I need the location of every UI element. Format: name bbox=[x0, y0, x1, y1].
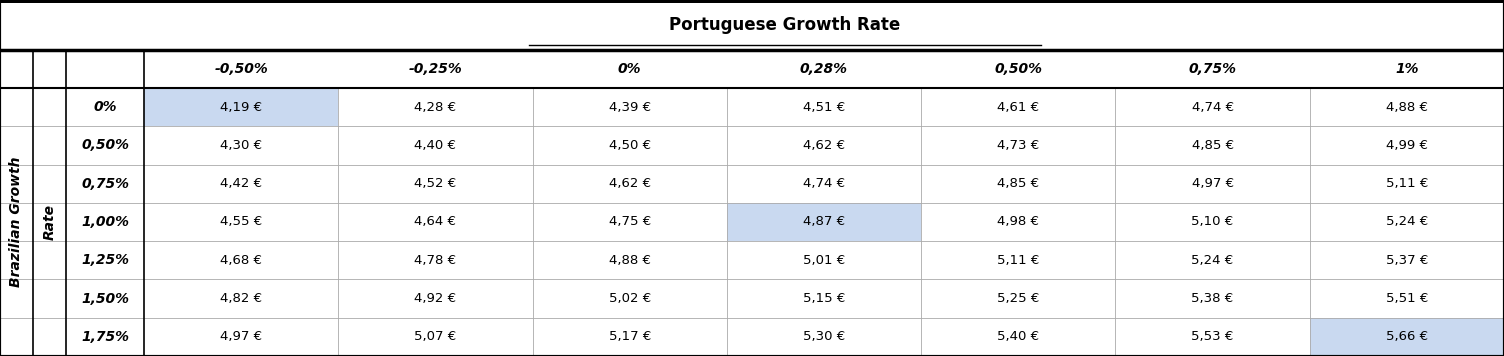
Text: -0,50%: -0,50% bbox=[214, 62, 268, 76]
Text: 5,07 €: 5,07 € bbox=[414, 330, 457, 343]
Text: 4,87 €: 4,87 € bbox=[803, 215, 845, 229]
Text: 4,64 €: 4,64 € bbox=[415, 215, 456, 229]
Text: 0,75%: 0,75% bbox=[81, 177, 129, 191]
Text: 4,97 €: 4,97 € bbox=[220, 330, 262, 343]
Text: 0,28%: 0,28% bbox=[800, 62, 848, 76]
Text: 4,74 €: 4,74 € bbox=[1191, 101, 1233, 114]
Text: Rate: Rate bbox=[42, 204, 57, 240]
Text: 4,68 €: 4,68 € bbox=[220, 254, 262, 267]
Text: 4,74 €: 4,74 € bbox=[803, 177, 845, 190]
Text: 5,02 €: 5,02 € bbox=[609, 292, 651, 305]
Text: 4,82 €: 4,82 € bbox=[220, 292, 262, 305]
Text: 1,25%: 1,25% bbox=[81, 253, 129, 267]
Text: 4,78 €: 4,78 € bbox=[415, 254, 457, 267]
Text: 5,15 €: 5,15 € bbox=[803, 292, 845, 305]
Text: 4,62 €: 4,62 € bbox=[609, 177, 651, 190]
Text: 4,88 €: 4,88 € bbox=[609, 254, 651, 267]
Text: 1,75%: 1,75% bbox=[81, 330, 129, 344]
Text: 1%: 1% bbox=[1396, 62, 1418, 76]
Text: 4,52 €: 4,52 € bbox=[414, 177, 457, 190]
Text: 5,30 €: 5,30 € bbox=[803, 330, 845, 343]
Text: 0,75%: 0,75% bbox=[1188, 62, 1236, 76]
Text: 4,39 €: 4,39 € bbox=[609, 101, 651, 114]
Text: 4,42 €: 4,42 € bbox=[220, 177, 262, 190]
Text: Portuguese Growth Rate: Portuguese Growth Rate bbox=[669, 16, 901, 34]
Text: 4,85 €: 4,85 € bbox=[1191, 139, 1233, 152]
Text: 5,17 €: 5,17 € bbox=[609, 330, 651, 343]
Text: 4,19 €: 4,19 € bbox=[220, 101, 262, 114]
Text: 5,38 €: 5,38 € bbox=[1191, 292, 1233, 305]
Text: 4,73 €: 4,73 € bbox=[997, 139, 1039, 152]
Text: 5,37 €: 5,37 € bbox=[1385, 254, 1427, 267]
Text: 5,66 €: 5,66 € bbox=[1385, 330, 1427, 343]
Text: 4,55 €: 4,55 € bbox=[220, 215, 262, 229]
Text: 5,40 €: 5,40 € bbox=[997, 330, 1039, 343]
Text: 0%: 0% bbox=[93, 100, 117, 114]
Text: 4,61 €: 4,61 € bbox=[997, 101, 1039, 114]
Text: 4,88 €: 4,88 € bbox=[1385, 101, 1427, 114]
Text: 1,00%: 1,00% bbox=[81, 215, 129, 229]
Text: 4,85 €: 4,85 € bbox=[997, 177, 1039, 190]
Text: 0%: 0% bbox=[618, 62, 642, 76]
Text: 5,11 €: 5,11 € bbox=[997, 254, 1039, 267]
Text: Brazilian Growth: Brazilian Growth bbox=[9, 157, 24, 287]
Text: 4,30 €: 4,30 € bbox=[220, 139, 262, 152]
Text: 5,10 €: 5,10 € bbox=[1191, 215, 1233, 229]
Text: 4,75 €: 4,75 € bbox=[609, 215, 651, 229]
Text: 5,51 €: 5,51 € bbox=[1385, 292, 1427, 305]
Text: 4,97 €: 4,97 € bbox=[1191, 177, 1233, 190]
Text: 5,25 €: 5,25 € bbox=[997, 292, 1039, 305]
Text: 0,50%: 0,50% bbox=[994, 62, 1042, 76]
Text: -0,25%: -0,25% bbox=[409, 62, 462, 76]
Text: 4,51 €: 4,51 € bbox=[803, 101, 845, 114]
Bar bbox=[726, 203, 920, 241]
Text: 5,24 €: 5,24 € bbox=[1385, 215, 1427, 229]
Text: 4,40 €: 4,40 € bbox=[415, 139, 456, 152]
Text: 4,28 €: 4,28 € bbox=[415, 101, 457, 114]
Text: 4,92 €: 4,92 € bbox=[415, 292, 457, 305]
Text: 5,24 €: 5,24 € bbox=[1191, 254, 1233, 267]
Text: 4,98 €: 4,98 € bbox=[997, 215, 1039, 229]
Text: 4,50 €: 4,50 € bbox=[609, 139, 651, 152]
Text: 1,50%: 1,50% bbox=[81, 292, 129, 305]
Text: 5,53 €: 5,53 € bbox=[1191, 330, 1233, 343]
Text: 0,50%: 0,50% bbox=[81, 138, 129, 152]
Text: 5,11 €: 5,11 € bbox=[1385, 177, 1427, 190]
Bar bbox=[1310, 318, 1504, 356]
Text: 4,62 €: 4,62 € bbox=[803, 139, 845, 152]
Text: 4,99 €: 4,99 € bbox=[1385, 139, 1427, 152]
Text: 5,01 €: 5,01 € bbox=[803, 254, 845, 267]
Bar bbox=[144, 88, 338, 126]
